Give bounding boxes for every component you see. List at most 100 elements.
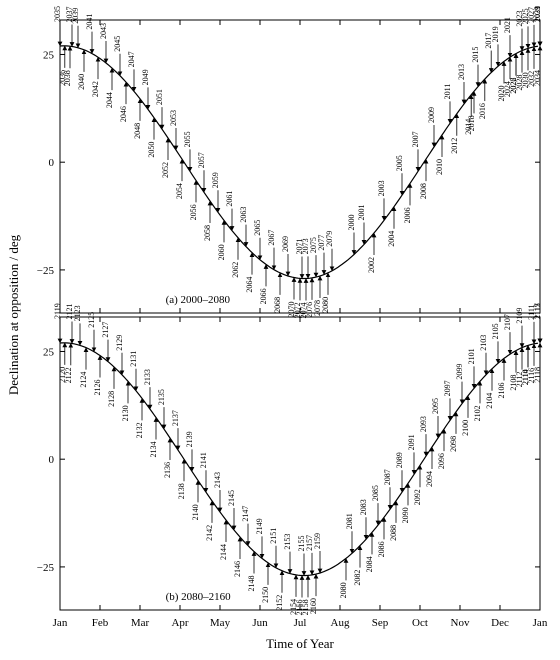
- year-label: 2052: [161, 162, 170, 178]
- year-label: 2143: [213, 472, 222, 488]
- year-label: 2046: [119, 106, 128, 122]
- xtick-label: Oct: [412, 617, 428, 629]
- year-label: 2150: [261, 587, 270, 603]
- year-label: 2148: [247, 575, 256, 591]
- year-label: 2011: [443, 84, 452, 100]
- year-label: 2097: [443, 380, 452, 396]
- year-label: 2047: [127, 51, 136, 67]
- xtick-label: May: [210, 617, 231, 629]
- year-label: 2093: [419, 416, 428, 432]
- year-label: 2049: [141, 69, 150, 85]
- year-label: 2059: [211, 172, 220, 188]
- year-label: 2065: [253, 220, 262, 236]
- year-label: 2080: [339, 582, 348, 598]
- year-label: 2063: [239, 207, 248, 223]
- year-label: 2152: [275, 595, 284, 611]
- year-label: 2057: [197, 152, 206, 168]
- year-label: 2132: [135, 422, 144, 438]
- year-label: 2126: [93, 380, 102, 396]
- year-label: 2085: [371, 485, 380, 501]
- year-label: 2045: [113, 36, 122, 52]
- year-label: 2151: [269, 528, 278, 544]
- year-label: 2094: [425, 471, 434, 487]
- year-label: 2080: [321, 297, 330, 313]
- year-label: 2044: [105, 92, 114, 108]
- declination-chart: −250252000200120022003200420052006200720…: [0, 0, 560, 660]
- year-label: 2002: [367, 257, 376, 273]
- year-label: 2146: [233, 561, 242, 577]
- year-label: 2089: [395, 452, 404, 468]
- year-label: 2064: [245, 277, 254, 293]
- year-label: 2099: [455, 364, 464, 380]
- year-label: 2055: [183, 131, 192, 147]
- xtick-label: Jan: [53, 617, 68, 629]
- xtick-label: Apr: [171, 617, 188, 629]
- year-label: 2105: [491, 323, 500, 339]
- year-label: 2069: [281, 236, 290, 252]
- year-label: 2145: [227, 490, 236, 506]
- year-label: 2134: [149, 441, 158, 457]
- ytick-label: −25: [37, 562, 55, 574]
- year-label: 2135: [157, 389, 166, 405]
- panel-label-a: (a) 2000–2080: [166, 294, 231, 306]
- xtick-label: Feb: [92, 617, 109, 629]
- year-label: 2008: [419, 183, 428, 199]
- year-label: 2124: [79, 372, 88, 388]
- xtick-label: Dec: [491, 617, 509, 629]
- xtick-label: Jan: [533, 617, 548, 629]
- x-axis-label: Time of Year: [266, 636, 334, 651]
- xtick-label: Aug: [331, 617, 350, 629]
- year-label: 2012: [450, 138, 459, 154]
- year-label: 2041: [85, 14, 94, 30]
- year-label: 2068: [273, 297, 282, 313]
- year-label: 2039: [71, 8, 80, 24]
- year-label: 2122: [64, 367, 73, 383]
- year-label: 2131: [129, 351, 138, 367]
- year-label: 2138: [177, 483, 186, 499]
- year-label: 2006: [403, 207, 412, 223]
- year-label: 2159: [313, 533, 322, 549]
- year-label: 2067: [267, 230, 276, 246]
- year-label: 2019: [491, 26, 500, 42]
- year-label: 2081: [345, 513, 354, 529]
- year-label: 2000: [347, 214, 356, 230]
- year-label: 2040: [77, 74, 86, 90]
- year-label: 2103: [479, 335, 488, 351]
- year-label: 2109: [515, 308, 524, 324]
- year-label: 2129: [115, 335, 124, 351]
- year-label: 2004: [387, 231, 396, 247]
- year-label: 2083: [359, 499, 368, 515]
- panel-a: −250252000200120022003200420052006200720…: [37, 6, 542, 318]
- year-label: 2153: [283, 534, 292, 550]
- ytick-label: 25: [43, 49, 55, 61]
- year-label: 2086: [377, 541, 386, 557]
- year-label: 2106: [497, 382, 506, 398]
- year-label: 2058: [203, 225, 212, 241]
- year-label: 2133: [143, 369, 152, 385]
- xtick-label: Sep: [372, 617, 389, 629]
- year-label: 2018: [467, 115, 476, 131]
- year-label: 2060: [217, 244, 226, 260]
- year-label: 2123: [73, 305, 82, 321]
- year-label: 2139: [185, 431, 194, 447]
- year-label: 2144: [219, 544, 228, 560]
- year-label: 2101: [467, 348, 476, 364]
- year-label: 2091: [407, 434, 416, 450]
- year-label: 2127: [101, 322, 110, 338]
- year-label: 2010: [435, 159, 444, 175]
- panel-label-b: (b) 2080–2160: [166, 591, 232, 603]
- year-label: 2009: [427, 107, 436, 123]
- year-label: 2051: [155, 89, 164, 105]
- year-label: 2140: [191, 504, 200, 520]
- xtick-label: Jun: [252, 617, 268, 629]
- year-label: 2096: [437, 453, 446, 469]
- year-label: 2102: [473, 405, 482, 421]
- year-label: 2118: [533, 367, 542, 383]
- year-label: 2090: [401, 507, 410, 523]
- year-label: 2062: [231, 262, 240, 278]
- year-label: 2053: [169, 110, 178, 126]
- year-label: 2043: [99, 23, 108, 39]
- year-label: 2117: [533, 303, 542, 319]
- year-label: 2042: [91, 81, 100, 97]
- year-label: 2003: [377, 180, 386, 196]
